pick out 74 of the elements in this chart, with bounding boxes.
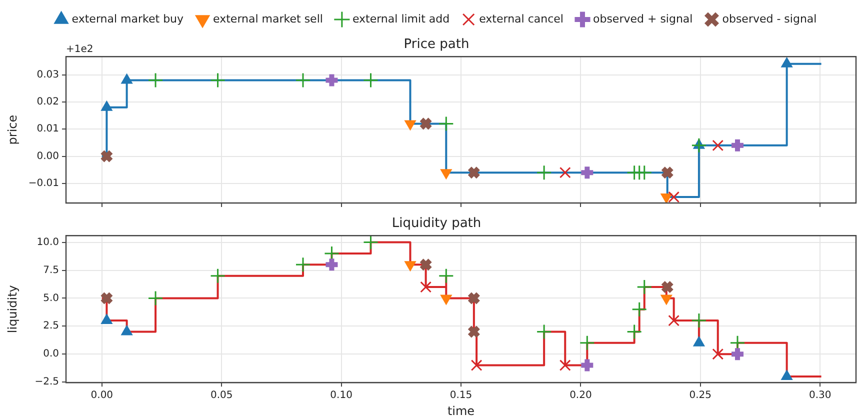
point xyxy=(636,279,652,295)
x-tick-label: 0.10 xyxy=(330,390,352,402)
y-tick-label: −0.01 xyxy=(28,178,59,190)
point xyxy=(467,166,481,180)
point xyxy=(100,150,114,164)
legend-label: external cancel xyxy=(479,12,564,26)
point xyxy=(691,312,707,328)
legend-label: external limit add xyxy=(352,12,450,26)
x-tick-label: 0.15 xyxy=(450,390,472,402)
point xyxy=(559,166,571,178)
y-tick-label: 2.5 xyxy=(43,320,59,332)
y-tick-label: 7.5 xyxy=(43,264,59,276)
point xyxy=(210,72,226,88)
legend-label: external market buy xyxy=(72,12,184,26)
point xyxy=(579,335,595,351)
y-tick-label: 10.0 xyxy=(36,236,59,248)
x-tick-label: 0.20 xyxy=(570,390,592,402)
point xyxy=(148,290,164,306)
point xyxy=(121,325,132,336)
point xyxy=(660,166,674,180)
point xyxy=(559,360,571,371)
point xyxy=(467,291,481,305)
legend-label: observed + signal xyxy=(592,12,693,26)
point xyxy=(419,116,433,130)
y-tick-label: 0.0 xyxy=(43,348,59,360)
point xyxy=(363,72,378,88)
y-tick-label: 0.02 xyxy=(36,96,59,108)
point xyxy=(438,116,454,132)
x-tick-label: 0.05 xyxy=(210,390,233,402)
point xyxy=(121,74,132,84)
point xyxy=(636,164,652,180)
point xyxy=(668,314,680,326)
text: +1e2 xyxy=(66,44,94,56)
point xyxy=(470,360,482,371)
point xyxy=(632,302,648,318)
point xyxy=(363,236,378,250)
point xyxy=(660,280,674,294)
chart-title: Liquidity path xyxy=(392,216,482,232)
point xyxy=(148,72,164,88)
point xyxy=(210,268,226,284)
y-tick-label: 0.03 xyxy=(36,69,59,80)
point xyxy=(100,291,114,305)
y-tick-label: 0.00 xyxy=(36,150,59,162)
point xyxy=(536,324,552,340)
y-axis-title: liquidity xyxy=(5,285,20,334)
point xyxy=(691,138,707,154)
point xyxy=(467,324,481,338)
point xyxy=(712,140,724,152)
x-tick-label: 0.25 xyxy=(689,390,712,402)
point xyxy=(101,314,112,324)
point xyxy=(626,324,642,340)
point xyxy=(295,256,311,272)
point xyxy=(781,57,793,68)
point xyxy=(693,336,705,346)
y-tick-label: 0.01 xyxy=(36,124,59,135)
chart-title: Price path xyxy=(404,37,470,52)
point xyxy=(420,281,432,293)
point xyxy=(536,164,552,180)
point xyxy=(781,370,793,380)
y-tick-label: 5.0 xyxy=(43,292,59,304)
point xyxy=(101,100,112,111)
x-tick-label: 0.00 xyxy=(90,390,114,402)
point xyxy=(668,191,680,203)
y-tick-label: −2.5 xyxy=(34,376,59,388)
y-axis-title: price xyxy=(5,114,20,145)
point xyxy=(438,268,454,284)
legend-label: observed - signal xyxy=(722,12,817,26)
point xyxy=(712,348,724,360)
point xyxy=(419,258,433,272)
x-axis-title: time xyxy=(447,404,475,418)
point xyxy=(660,194,672,203)
x-tick-label: 0.30 xyxy=(808,390,832,402)
legend-label: external market sell xyxy=(213,12,323,26)
point xyxy=(295,72,311,88)
